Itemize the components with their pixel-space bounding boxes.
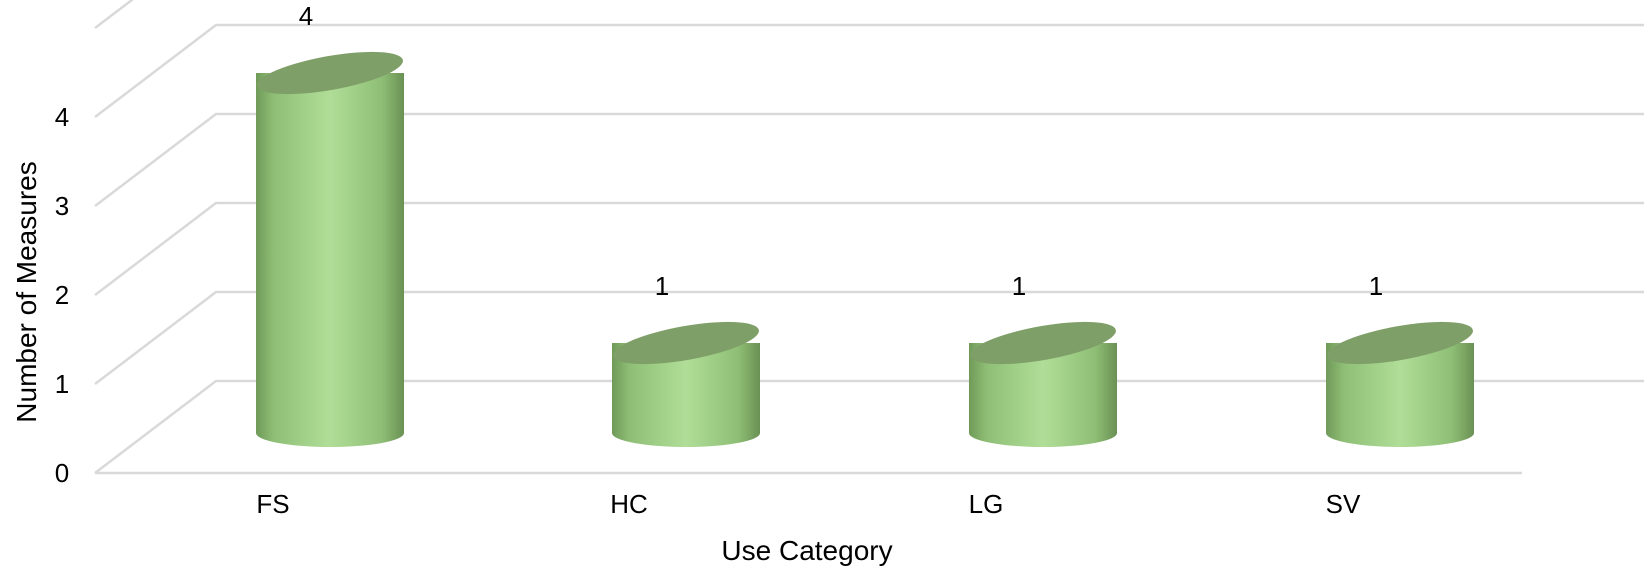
bar-top bbox=[613, 321, 759, 365]
bar-top bbox=[1327, 321, 1473, 365]
bar-top bbox=[257, 51, 403, 95]
bar-body bbox=[969, 343, 1117, 447]
data-label: 1 bbox=[1369, 271, 1383, 301]
gridlines bbox=[94, 0, 1644, 475]
x-axis-title: Use Category bbox=[721, 535, 892, 566]
y-tick-label: 2 bbox=[55, 280, 69, 310]
gridline-1 bbox=[94, 290, 1644, 385]
gridline-3 bbox=[94, 112, 1644, 207]
gridline-0 bbox=[94, 379, 1644, 474]
y-tick-label: 1 bbox=[55, 369, 69, 399]
bar bbox=[1326, 321, 1474, 447]
y-tick-label: 3 bbox=[55, 191, 69, 221]
gridline-4 bbox=[94, 23, 1644, 118]
y-tick-label: 0 bbox=[55, 458, 69, 488]
bar bbox=[969, 321, 1117, 447]
gridline-2 bbox=[94, 201, 1644, 296]
x-tick-label: SV bbox=[1326, 489, 1361, 519]
x-tick-label: LG bbox=[969, 489, 1004, 519]
bar-body bbox=[256, 73, 404, 447]
x-tick-label: HC bbox=[610, 489, 648, 519]
x-tick-label: FS bbox=[256, 489, 289, 519]
y-axis-title: Number of Measures bbox=[11, 161, 42, 422]
bar-body bbox=[612, 343, 760, 447]
data-label: 1 bbox=[1012, 271, 1026, 301]
bars bbox=[256, 51, 1474, 447]
bar bbox=[612, 321, 760, 447]
data-label: 1 bbox=[655, 271, 669, 301]
data-label: 4 bbox=[299, 1, 313, 31]
bar bbox=[256, 51, 404, 447]
bar-top bbox=[970, 321, 1116, 365]
bar-body bbox=[1326, 343, 1474, 447]
labels: Use Category Number of Measures 0 1 2 3 4 4 FS… bbox=[11, 1, 1383, 566]
y-tick-label: 4 bbox=[55, 102, 69, 132]
